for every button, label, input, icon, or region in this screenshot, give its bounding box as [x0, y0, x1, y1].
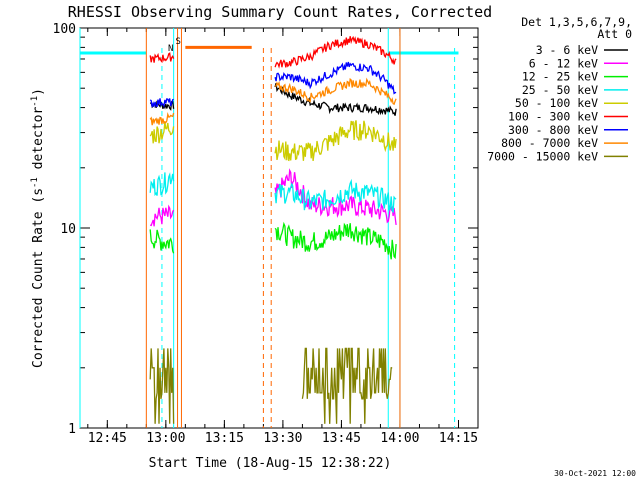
- y-tick-label: 100: [53, 22, 76, 37]
- series-trace: [274, 168, 397, 225]
- series-trace: [149, 172, 175, 197]
- series-trace: [149, 122, 175, 144]
- series-trace: [149, 98, 174, 109]
- legend-label: 300 - 800 keV: [508, 123, 598, 137]
- legend-header-line-1: Det 1,3,5,6,7,9,: [521, 15, 632, 29]
- series-trace: [274, 61, 397, 95]
- series-1: [149, 82, 397, 116]
- series-trace: [149, 204, 175, 227]
- series-trace: [274, 120, 397, 162]
- series-trace: [149, 112, 175, 126]
- flag-label-s: S: [176, 37, 181, 47]
- plot-area: 12:45 13:00 13:15 13:30 13:45 14:00 14:15 1 10 10…: [53, 22, 479, 446]
- x-tick-label: 14:00: [380, 431, 419, 446]
- legend-label: 25 - 50 keV: [522, 83, 598, 97]
- series-2: [149, 168, 397, 227]
- series-trace: [274, 82, 397, 116]
- footer-date: 30-Oct-2021 12:00: [554, 469, 636, 478]
- series-3: [149, 221, 397, 260]
- legend-label: 100 - 300 keV: [508, 110, 598, 124]
- legend-label: 3 - 6 keV: [536, 43, 598, 57]
- series-trace: [149, 229, 175, 254]
- x-tick-label: 13:15: [205, 431, 244, 446]
- legend-label: 6 - 12 keV: [529, 56, 598, 70]
- x-axis-label: Start Time (18-Aug-15 12:38:22): [149, 456, 392, 471]
- legend-header-line-2: Att 0: [597, 27, 632, 41]
- flag-label-n: N: [168, 44, 173, 54]
- series-7: [149, 61, 397, 109]
- x-tick-label: 14:15: [439, 431, 478, 446]
- x-tick-label: 13:45: [322, 431, 361, 446]
- series-trace: [301, 347, 393, 424]
- chart-title: RHESSI Observing Summary Count Rates, Co…: [68, 3, 492, 21]
- legend-label: 50 - 100 keV: [515, 96, 598, 110]
- series-6: [149, 35, 397, 69]
- series-trace: [274, 178, 397, 214]
- series-9: [149, 347, 393, 424]
- x-tick-label: 13:00: [146, 431, 185, 446]
- series-trace: [149, 52, 175, 64]
- series-trace: [149, 348, 175, 424]
- series-trace: [274, 35, 397, 69]
- legend-label: 7000 - 15000 keV: [487, 149, 598, 163]
- y-tick-label: 1: [68, 422, 76, 437]
- y-axis-label: Corrected Count Rate (s-1 detector-1): [30, 88, 46, 368]
- series-trace: [275, 77, 397, 106]
- legend-label: 12 - 25 keV: [522, 70, 598, 84]
- series-4: [149, 172, 397, 214]
- series-trace: [274, 221, 397, 260]
- series-5: [149, 120, 397, 162]
- x-tick-label: 12:45: [88, 431, 127, 446]
- x-tick-label: 13:30: [263, 431, 302, 446]
- series-8: [149, 77, 397, 126]
- y-tick-label: 10: [60, 222, 76, 237]
- legend-label: 800 - 7000 keV: [501, 136, 598, 150]
